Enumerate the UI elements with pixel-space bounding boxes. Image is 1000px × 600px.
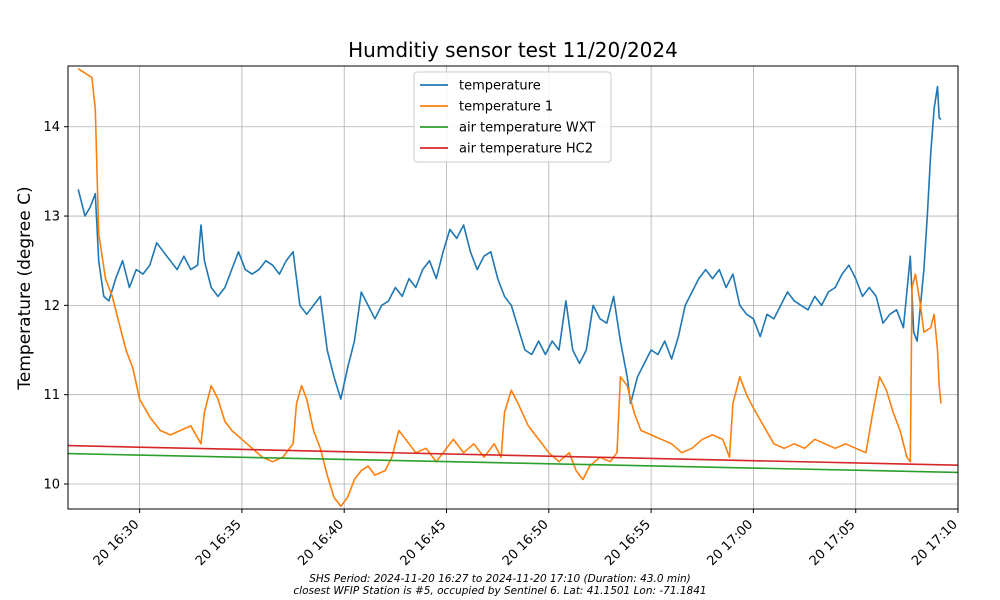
x-tick-label: 20 16:50 (500, 517, 552, 569)
x-tick-label: 20 16:30 (91, 517, 143, 569)
x-tick-label: 20 16:40 (295, 517, 347, 569)
legend-label: temperature (459, 79, 541, 94)
series-line-0 (77, 85, 942, 405)
x-axis-ticks: 20 16:30 20 16:35 20 16:40 20 16:45 20 16:50… (91, 509, 961, 569)
y-tick-label: 13 (43, 210, 60, 225)
y-tick-label: 10 (43, 477, 60, 492)
legend: temperature temperature 1 air temperature … (413, 71, 612, 163)
footnote-line-1: SHS Period: 2024-11-20 16:27 to 2024-11-… (309, 573, 691, 585)
plot-frame (67, 65, 959, 510)
x-tick-label: 20 16:55 (602, 517, 654, 569)
x-tick-label: 20 16:45 (398, 517, 450, 569)
legend-label: air temperature HC2 (459, 142, 593, 157)
footnote-line-2: closest WFIP Station is #5, occupied by … (293, 585, 706, 597)
chart-title: Humditiy sensor test 11/20/2024 (348, 38, 678, 62)
legend-box (413, 71, 612, 163)
y-tick-label: 11 (43, 388, 60, 403)
y-tick-label: 12 (43, 299, 60, 314)
series-line-2 (68, 452, 958, 474)
series-line-3 (68, 444, 958, 466)
series-group (68, 68, 958, 508)
series-line-1 (77, 68, 942, 508)
legend-label: temperature 1 (459, 100, 553, 115)
y-tick-label: 14 (43, 120, 60, 135)
x-tick-label: 20 16:35 (193, 517, 245, 569)
y-axis-label: Temperature (degree C) (15, 186, 35, 390)
x-tick-label: 20 17:10 (909, 517, 961, 569)
y-axis-ticks: 10 11 12 13 14 (43, 120, 68, 492)
x-tick-label: 20 17:05 (807, 517, 859, 569)
legend-label: air temperature WXT (459, 121, 595, 136)
x-tick-label: 20 17:00 (705, 517, 757, 569)
